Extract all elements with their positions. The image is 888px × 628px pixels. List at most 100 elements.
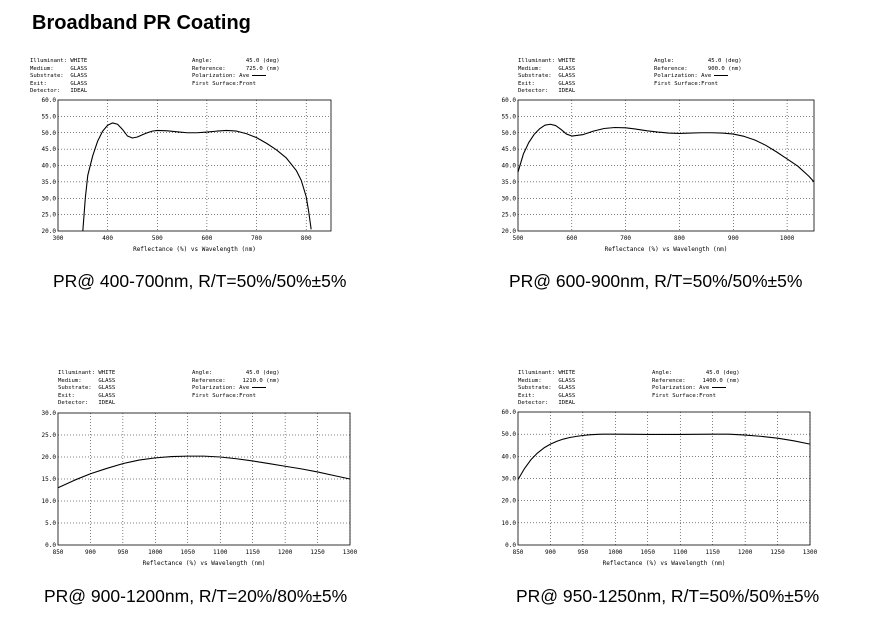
chart-2-info-right-line: Reference: 900.0 (nm): [654, 66, 742, 74]
chart-3-y-tick-label: 15.0: [42, 476, 57, 483]
chart-2-x-tick-label: 1000: [780, 235, 795, 242]
chart-1-y-tick-label: 50.0: [42, 130, 57, 137]
chart-4-info-left-line: Illuminant: WHITE: [518, 370, 576, 376]
chart-1-x-tick-label: 400: [102, 235, 113, 242]
chart-1-y-tick-label: 30.0: [42, 195, 57, 202]
chart-1-x-axis-label: Reflectance (%) vs Wavelength (nm): [133, 246, 256, 253]
chart-3-x-tick-label: 1100: [213, 549, 228, 556]
chart-1-info-right-text: Angle: 45.0 (deg): [192, 58, 280, 64]
chart-3-x-tick-label: 1000: [148, 549, 163, 556]
chart-3-info-right-line: First Surface:Front: [192, 393, 280, 401]
chart-3-x-axis-label: Reflectance (%) vs Wavelength (nm): [143, 560, 266, 567]
chart-1-x-tick-label: 500: [152, 235, 163, 242]
chart-2-x-tick-label: 900: [728, 235, 739, 242]
chart-4-y-tick-label: 50.0: [502, 431, 517, 438]
chart-1-y-tick-label: 25.0: [42, 212, 57, 219]
chart-1-y-tick-label: 55.0: [42, 113, 57, 120]
chart-2-frame: [517, 99, 815, 232]
chart-3-series-line: [57, 455, 351, 489]
chart-4-x-tick-label: 1050: [641, 549, 656, 556]
chart-2-y-tick-label: 25.0: [502, 212, 517, 219]
chart-3-x-tick-label: 850: [53, 549, 64, 556]
legend-line-icon: [714, 75, 729, 77]
chart-4-info-right-text: First Surface:Front: [652, 392, 716, 399]
chart-4-x-tick-label: 1100: [673, 549, 688, 556]
chart-3-info-left-line: Substrate: GLASS: [58, 385, 116, 392]
chart-3-info-right: Angle: 45.0 (deg) Reference: 1210.0 (nm) P…: [192, 370, 280, 400]
chart-3-x-tick-label: 1150: [245, 549, 260, 556]
chart-4-y-tick-label: 0.0: [505, 542, 516, 549]
chart-2-info-right-text: Angle: 45.0 (deg): [654, 58, 742, 64]
chart-4-x-tick-label: 1150: [705, 549, 720, 556]
chart-3-y-tick-label: 20.0: [42, 454, 57, 461]
chart-3-info-left-line: Illuminant: WHITE: [58, 370, 116, 376]
chart-1-x-tick-label: 300: [53, 235, 64, 242]
chart-3-y-tick-label: 10.0: [42, 498, 57, 505]
chart-4-x-tick-label: 1300: [803, 549, 818, 556]
chart-3-info-right-text: Reference: 1210.0 (nm): [192, 377, 280, 384]
chart-3-info-right-text: Angle: 45.0 (deg): [192, 370, 280, 376]
chart-2-info-right-text: First Surface:Front: [654, 80, 718, 87]
chart-1-x-tick-label: 700: [251, 235, 262, 242]
chart-4-frame: [517, 411, 811, 546]
chart-2-info-right-text: Polarization: Ave: [654, 73, 712, 80]
chart-3-info-left-line: Medium: GLASS: [58, 377, 116, 384]
chart-2-y-tick-label: 40.0: [502, 163, 517, 170]
chart-2-x-axis-label: Reflectance (%) vs Wavelength (nm): [605, 246, 728, 253]
chart-4-info-right-line: First Surface:Front: [652, 393, 740, 401]
chart-2-y-tick-label: 60.0: [502, 97, 517, 104]
chart-2-info-left: Illuminant: WHITE Medium: GLASS Substrate:…: [518, 58, 575, 96]
chart-1-info-left-line: Illuminant: WHITE: [30, 58, 88, 64]
chart-4-y-tick-label: 10.0: [502, 520, 517, 527]
chart-1-y-tick-label: 20.0: [42, 228, 57, 235]
chart-4-x-tick-label: 1000: [608, 549, 623, 556]
chart-4-info-right-line: Polarization: Ave: [652, 385, 740, 393]
chart-2-y-tick-label: 45.0: [502, 146, 517, 153]
chart-3-info-right-line: Polarization: Ave: [192, 385, 280, 393]
chart-1-info-left-line: Substrate: GLASS: [30, 73, 88, 80]
chart-1-info-right-text: Polarization: Ave: [192, 73, 250, 80]
chart-3-info-right-text: Polarization: Ave: [192, 385, 250, 392]
chart-1-info-right-line: Reference: 725.0 (nm): [192, 66, 280, 74]
chart-2-info-right-text: Reference: 900.0 (nm): [654, 65, 742, 72]
chart-1-y-tick-label: 45.0: [42, 146, 57, 153]
chart-4-y-tick-label: 40.0: [502, 453, 517, 460]
chart-3-x-tick-label: 900: [85, 549, 96, 556]
chart-2-info-right: Angle: 45.0 (deg) Reference: 900.0 (nm) Po…: [654, 58, 742, 88]
chart-1-info-left-line: Exit: GLASS: [30, 80, 88, 87]
chart-3-x-tick-label: 1050: [181, 549, 196, 556]
chart-1-info-right-text: First Surface:Front: [192, 80, 256, 87]
chart-4-y-tick-label: 60.0: [502, 409, 517, 416]
chart-3-info-left-line: Detector: IDEAL: [58, 400, 116, 407]
chart-3-x-tick-label: 1250: [310, 549, 325, 556]
chart-1-info-right-line: Angle: 45.0 (deg): [192, 58, 280, 66]
chart-2-info-right-line: Polarization: Ave: [654, 73, 742, 81]
chart-1-x-tick-label: 800: [301, 235, 312, 242]
chart-1-info-right: Angle: 45.0 (deg) Reference: 725.0 (nm) Po…: [192, 58, 280, 88]
legend-line-icon: [712, 387, 727, 389]
chart-3-x-tick-label: 950: [117, 549, 128, 556]
chart-3-info-left-line: Exit: GLASS: [58, 392, 116, 399]
chart-2-info-left-line: Substrate: GLASS: [518, 73, 576, 80]
chart-1-info-left: Illuminant: WHITE Medium: GLASS Substrate:…: [30, 58, 87, 96]
chart-3-info-left: Illuminant: WHITE Medium: GLASS Substrate:…: [58, 370, 115, 408]
chart-4-info-right-line: Reference: 1400.0 (nm): [652, 378, 740, 386]
chart-4-x-tick-label: 900: [545, 549, 556, 556]
chart-3-caption: PR@ 900-1200nm, R/T=20%/80%±5%: [44, 586, 348, 606]
chart-2-caption: PR@ 600-900nm, R/T=50%/50%±5%: [509, 271, 803, 291]
chart-1-caption: PR@ 400-700nm, R/T=50%/50%±5%: [53, 271, 347, 291]
chart-2-info-right-line: First Surface:Front: [654, 81, 742, 89]
chart-1-info-right-text: Reference: 725.0 (nm): [192, 65, 280, 72]
chart-3-x-tick-label: 1300: [343, 549, 358, 556]
chart-4-info-left-line: Exit: GLASS: [518, 392, 576, 399]
chart-1-info-right-line: First Surface:Front: [192, 81, 280, 89]
chart-4-y-tick-label: 30.0: [502, 476, 517, 483]
chart-3-y-tick-label: 5.0: [45, 520, 56, 527]
chart-3-y-tick-label: 30.0: [42, 410, 57, 417]
chart-3-y-tick-label: 0.0: [45, 542, 56, 549]
